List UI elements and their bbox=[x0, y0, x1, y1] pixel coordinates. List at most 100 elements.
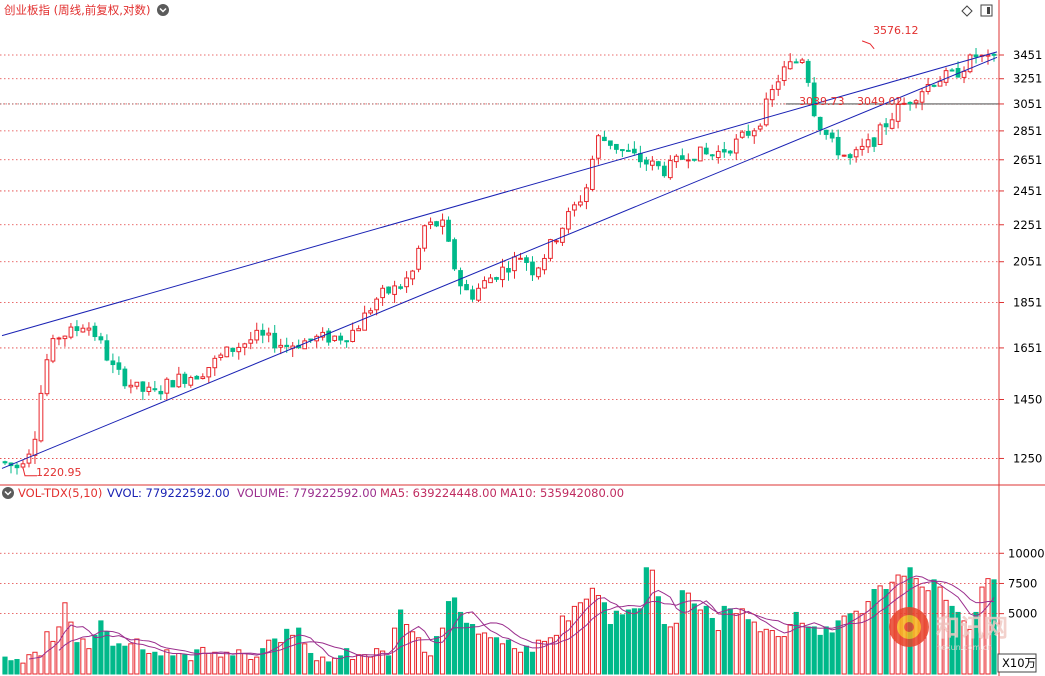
volume-bar-down bbox=[991, 579, 997, 675]
volume-bar-up bbox=[517, 651, 524, 675]
candle-body-up bbox=[925, 84, 931, 92]
candle bbox=[757, 123, 763, 132]
candle-body-up bbox=[356, 328, 361, 332]
candle-body-down bbox=[703, 147, 709, 155]
candle-body-up bbox=[350, 329, 356, 342]
candle-body-up bbox=[584, 187, 589, 203]
candle-body-up bbox=[841, 154, 847, 157]
candle bbox=[98, 332, 104, 344]
volume-bar-up bbox=[559, 615, 566, 675]
candle bbox=[230, 347, 236, 357]
candle-body-up bbox=[865, 139, 871, 148]
candle bbox=[128, 379, 134, 394]
candle-body-up bbox=[500, 266, 505, 281]
volume-bar-up bbox=[421, 651, 428, 675]
candle-body-up bbox=[961, 70, 967, 78]
trendline[interactable] bbox=[1, 51, 998, 337]
volume-bar-up bbox=[224, 651, 230, 675]
trendline[interactable] bbox=[1, 56, 998, 469]
volume-bar-up bbox=[583, 598, 590, 675]
diamond-icon[interactable] bbox=[961, 5, 973, 17]
volume-bar-down bbox=[811, 626, 817, 675]
candle bbox=[895, 97, 901, 129]
candle-body-down bbox=[98, 336, 104, 341]
candle bbox=[470, 285, 475, 302]
price-tick-label: 2451 bbox=[1013, 184, 1042, 198]
volume-bar-up bbox=[565, 620, 572, 675]
candle-body-down bbox=[284, 344, 290, 347]
candle-body-down bbox=[973, 54, 979, 58]
candle-body-up bbox=[937, 80, 943, 87]
candle bbox=[715, 145, 721, 164]
candle-body-down bbox=[949, 69, 955, 72]
volume-bar-down bbox=[709, 617, 715, 675]
candle-body-down bbox=[14, 464, 20, 469]
candle bbox=[889, 112, 895, 130]
candle-body-up bbox=[901, 102, 907, 105]
candle bbox=[158, 385, 164, 400]
candle bbox=[781, 60, 787, 86]
volume-bar-up bbox=[547, 637, 554, 675]
candle-body-down bbox=[626, 149, 631, 152]
watermark-logo-text: 和讯网 bbox=[936, 614, 1008, 642]
candle-body-up bbox=[775, 81, 781, 90]
volume-bar-down bbox=[505, 639, 512, 675]
candle-body-up bbox=[374, 298, 379, 311]
candle-body-up bbox=[799, 59, 805, 63]
volume-tick-label: 7500 bbox=[1008, 576, 1037, 590]
candle-body-down bbox=[446, 219, 451, 242]
candle-body-up bbox=[536, 267, 541, 278]
volume-indicator-label: VOL-TDX(5,10) bbox=[18, 486, 102, 500]
candle-body-up bbox=[667, 160, 673, 179]
volume-bar-down bbox=[386, 655, 392, 675]
candle-body-down bbox=[655, 161, 661, 167]
price-axis: 3451 3251 3051 2851 2651 2451 2251 2051 1851 1651… bbox=[999, 48, 1042, 465]
candle bbox=[835, 129, 841, 160]
price-tick-label: 2851 bbox=[1013, 124, 1042, 138]
candle-body-down bbox=[829, 132, 835, 139]
candle bbox=[74, 320, 80, 337]
candle bbox=[901, 97, 907, 106]
candle bbox=[344, 340, 350, 348]
chevron-down-icon[interactable] bbox=[157, 4, 169, 16]
candle bbox=[110, 353, 116, 374]
volume-bar-down bbox=[817, 634, 823, 675]
candle-body-down bbox=[709, 154, 715, 157]
candle-body-up bbox=[895, 103, 901, 122]
volume-bar-up bbox=[236, 649, 242, 675]
volume-bar-down bbox=[158, 655, 164, 675]
volume-bar-up bbox=[541, 640, 548, 675]
candle bbox=[416, 245, 421, 273]
candle bbox=[182, 371, 188, 388]
candle bbox=[410, 269, 415, 286]
volume-bar-down bbox=[8, 660, 14, 675]
candle-body-down bbox=[398, 286, 403, 289]
candle bbox=[751, 128, 757, 144]
candle bbox=[248, 331, 254, 350]
candle-body-down bbox=[140, 381, 146, 392]
volume-bar-up bbox=[757, 631, 763, 675]
candle-body-down bbox=[338, 335, 344, 341]
candle bbox=[859, 138, 865, 156]
low-annotation-pointer bbox=[22, 467, 37, 477]
volume-axis: 10000 7500 5000 bbox=[0, 546, 1045, 621]
chevron-down-icon[interactable] bbox=[2, 487, 14, 499]
panel-toggle-icon[interactable] bbox=[980, 4, 993, 17]
candle-body-up bbox=[572, 204, 577, 211]
volume-bar-down bbox=[14, 659, 20, 675]
candle-body-down bbox=[2, 461, 8, 464]
candle bbox=[530, 256, 535, 281]
candle bbox=[404, 271, 409, 293]
candle bbox=[116, 356, 122, 375]
volume-bar-up bbox=[403, 624, 410, 675]
candle bbox=[152, 380, 158, 392]
candle-body-down bbox=[871, 137, 877, 147]
candle-body-down bbox=[260, 329, 266, 336]
volume-bar-down bbox=[469, 624, 476, 675]
candle-body-up bbox=[44, 359, 50, 395]
candle bbox=[482, 276, 487, 289]
candle-body-down bbox=[182, 373, 188, 384]
candle bbox=[853, 146, 859, 163]
candle-body-down bbox=[805, 60, 811, 83]
volume-bar-down bbox=[493, 637, 500, 675]
